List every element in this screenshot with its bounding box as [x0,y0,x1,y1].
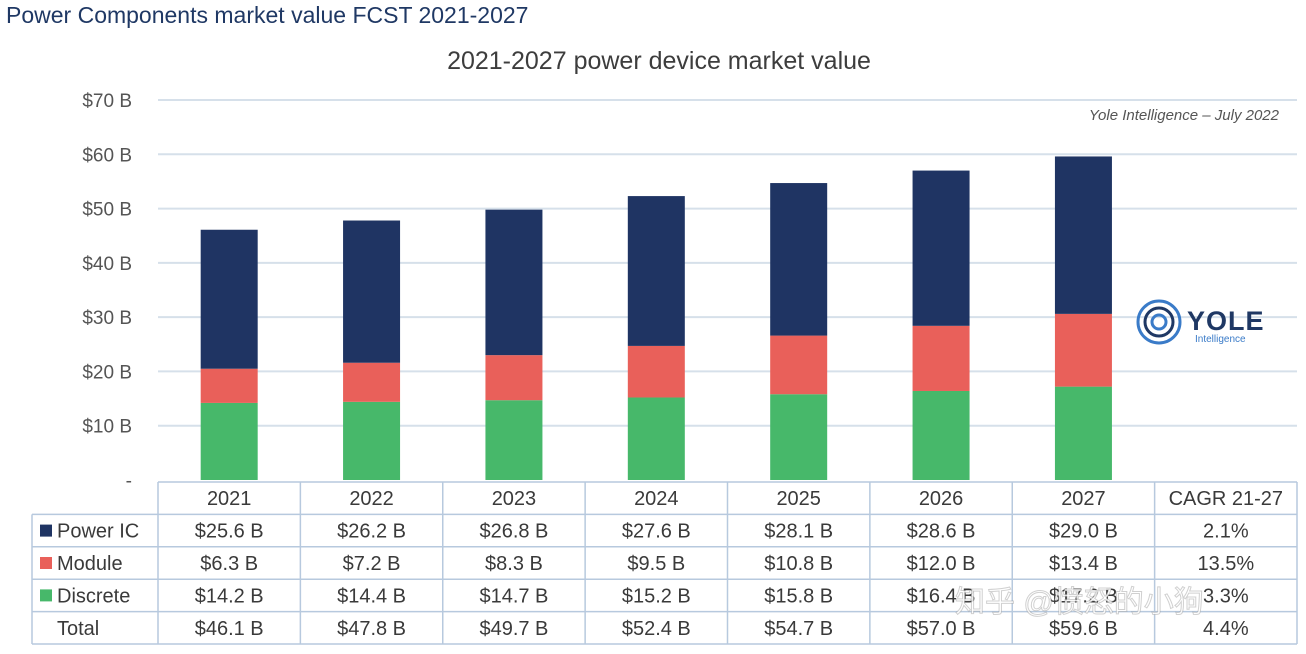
bars [200,156,1112,480]
table-row-label: Power IC [57,521,139,543]
table-cell: $7.2 B [343,553,401,575]
table-cell: $13.4 B [1049,553,1118,575]
table-cell: $57.0 B [907,618,976,640]
table-header-year: 2021 [207,488,252,510]
table-cell: $29.0 B [1049,521,1118,543]
table-header-year: 2023 [492,488,537,510]
bar-discrete-2024 [627,397,685,480]
table-cell: $8.3 B [485,553,543,575]
bar-module-2024 [627,345,685,398]
table-cell: $47.8 B [337,618,406,640]
table-cell: $14.7 B [479,585,548,607]
grid-lines: - $10 B $20 B $30 B $40 B $50 B $60 B $70 B [82,91,1297,492]
chart-title: 2021-2027 power device market value [447,47,871,75]
table-row-label: Total [57,618,99,640]
table-cell: $25.6 B [195,521,264,543]
yole-logo: YOLE Intelligence [1136,299,1265,345]
table-cell: $54.7 B [764,618,833,640]
bar-discrete-2021 [200,402,258,480]
table-cell: $15.8 B [764,585,833,607]
source-note: Yole Intelligence – July 2022 [1089,107,1280,124]
table-cell: $28.6 B [907,521,976,543]
watermark: 知乎 @愤怒的小狗 [955,586,1204,619]
yole-logo-icon [1136,299,1182,345]
table-cell: $10.8 B [764,553,833,575]
y-tick-label: $50 B [82,200,132,221]
bar-discrete-2022 [343,401,401,480]
table-cell: $6.3 B [200,553,258,575]
bar-power-ic-2026 [912,170,970,326]
bar-power-ic-2024 [627,196,685,346]
table-cell: $46.1 B [195,618,264,640]
table-header-year: 2026 [919,488,964,510]
bar-power-ic-2021 [200,229,258,369]
table-row-label: Module [57,553,123,575]
yole-logo-subtext: Intelligence [1195,334,1246,345]
table-cell: $12.0 B [907,553,976,575]
legend-swatch-module [40,557,52,569]
table-cell: $17.2 B [1049,585,1118,607]
table-header-cagr: CAGR 21-27 [1169,488,1284,510]
table-cell: $26.8 B [479,521,548,543]
bar-module-2027 [1054,313,1112,387]
table-cell: $26.2 B [337,521,406,543]
y-tick-label: $60 B [82,145,132,166]
data-table: 2021 2022 2023 2024 2025 2026 2027 CAGR 21-27 Po… [31,481,1298,645]
y-tick-label: $10 B [82,417,132,438]
bar-module-2026 [912,325,970,391]
yole-logo-text: YOLE [1187,306,1265,336]
table-cell: $59.6 B [1049,618,1118,640]
bar-power-ic-2022 [343,220,401,363]
legend-swatch-discrete [40,589,52,602]
bar-power-ic-2023 [485,209,543,356]
table-cell: $9.5 B [627,553,685,575]
table-header-year: 2027 [1061,488,1106,510]
bar-power-ic-2027 [1054,156,1112,314]
table-header-year: 2022 [349,488,394,510]
y-tick-label: - [126,471,132,492]
page-title: Power Components market value FCST 2021-… [6,2,529,28]
table-cell: $27.6 B [622,521,691,543]
table-cell: 2.1% [1203,521,1249,543]
table-cell: 4.4% [1203,618,1249,640]
y-tick-label: $70 B [82,91,132,112]
bar-module-2023 [485,355,543,401]
table-cell: 13.5% [1197,553,1254,575]
y-tick-label: $30 B [82,308,132,329]
table-row-label: Discrete [57,585,130,607]
bar-discrete-2023 [485,400,543,480]
bar-discrete-2025 [770,394,828,480]
bar-discrete-2027 [1054,386,1112,480]
table-header-year: 2024 [634,488,679,510]
legend-swatch-power-ic [40,524,52,537]
table-cell: $16.4 B [907,585,976,607]
y-tick-label: $40 B [82,254,132,275]
y-tick-label: $20 B [82,362,132,383]
table-cell: $14.2 B [195,585,264,607]
bar-power-ic-2025 [770,183,828,336]
bar-module-2021 [200,368,258,403]
table-cell: $15.2 B [622,585,691,607]
bar-module-2025 [770,335,828,395]
table-cell: $49.7 B [479,618,548,640]
bar-module-2022 [343,362,401,402]
table-header-year: 2025 [776,488,821,510]
table-cell: 3.3% [1203,585,1249,607]
table-cell: $28.1 B [764,521,833,543]
table-cell: $14.4 B [337,585,406,607]
bar-discrete-2026 [912,390,970,480]
table-cell: $52.4 B [622,618,691,640]
